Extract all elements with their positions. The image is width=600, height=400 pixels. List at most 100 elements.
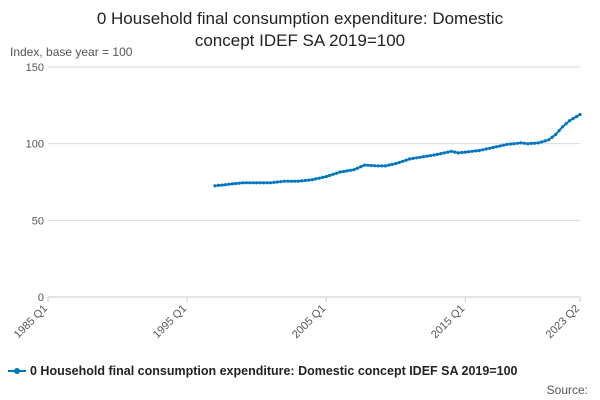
data-point (460, 150, 464, 155)
legend-marker-icon (8, 365, 26, 377)
data-point (303, 178, 307, 183)
data-point (505, 142, 509, 146)
data-point (474, 149, 478, 153)
data-point (467, 150, 471, 154)
data-point (456, 151, 460, 155)
data-point (529, 141, 533, 145)
data-point (335, 171, 339, 175)
data-point (515, 141, 520, 145)
data-point (366, 163, 370, 167)
data-point (435, 152, 439, 156)
data-point (376, 164, 380, 168)
data-point (491, 145, 495, 150)
data-point (237, 181, 241, 185)
x-tick-label: 2005 Q1 (290, 303, 328, 341)
data-point (369, 163, 373, 168)
data-point (328, 173, 332, 178)
y-tick-label: 0 (38, 292, 44, 304)
data-point (279, 180, 283, 184)
data-point (227, 182, 231, 186)
data-point (401, 159, 405, 163)
data-point (415, 156, 419, 160)
data-point (477, 149, 481, 153)
y-axis-ticks: 0 50 100 150 (26, 62, 44, 304)
data-point (568, 119, 572, 123)
data-point (300, 179, 304, 183)
data-point (481, 148, 485, 152)
data-point (554, 132, 558, 137)
data-point (275, 180, 280, 184)
data-point (390, 162, 394, 166)
data-point (536, 141, 540, 145)
data-point (216, 183, 220, 187)
data-point (241, 181, 245, 185)
y-axis-label: Index, base year = 100 (10, 45, 133, 59)
data-point (362, 163, 366, 167)
data-point (449, 149, 453, 153)
chart-title-line-1: 0 Household final consumption expenditur… (96, 9, 504, 28)
data-point (404, 158, 408, 162)
data-point (265, 181, 269, 185)
data-point (317, 176, 321, 180)
gridlines (48, 66, 580, 221)
data-point (432, 153, 436, 157)
data-point (230, 182, 234, 186)
data-point (446, 150, 450, 154)
data-point (442, 151, 446, 155)
x-tick-label: 1995 Q1 (151, 303, 189, 341)
data-point (387, 163, 391, 167)
data-point (547, 138, 551, 142)
data-point (428, 154, 433, 158)
data-point (394, 162, 398, 166)
data-point (310, 178, 314, 182)
data-point (234, 181, 238, 186)
chart-title: 0 Household final consumption expenditur… (0, 8, 600, 52)
legend[interactable]: 0 Household final consumption expenditur… (8, 364, 600, 378)
data-point (321, 175, 325, 179)
data-point (324, 175, 328, 179)
x-tick-label: 2015 Q1 (429, 303, 467, 341)
data-point (352, 168, 356, 172)
data-point (561, 125, 565, 129)
data-point (373, 164, 377, 168)
data-point (244, 181, 248, 185)
data-point (533, 141, 537, 145)
data-point (397, 160, 401, 165)
data-point (213, 184, 217, 188)
data-point (314, 177, 318, 181)
data-point (338, 170, 342, 174)
data-point (512, 142, 516, 146)
series-group (213, 112, 582, 188)
data-point (484, 147, 488, 151)
y-tick-label: 50 (32, 215, 44, 227)
data-point (501, 143, 506, 147)
chart-title-line-2: concept IDEF SA 2019=100 (194, 31, 406, 50)
data-point (251, 181, 255, 185)
data-point (380, 164, 384, 168)
data-point (220, 183, 224, 187)
data-point (255, 181, 259, 185)
data-point (578, 112, 582, 117)
x-tick-label: 2023 Q2 (544, 303, 582, 341)
data-point (498, 144, 502, 148)
data-point (526, 142, 530, 146)
data-point (345, 169, 349, 173)
data-point (307, 178, 311, 182)
data-point (571, 117, 575, 121)
series-line (214, 113, 581, 187)
data-point (564, 122, 568, 126)
data-point (272, 180, 276, 184)
data-point (355, 166, 360, 170)
data-point (519, 141, 523, 145)
x-axis: 1985 Q1 1995 Q1 2005 Q1 2015 Q1 2023 Q2 (12, 296, 582, 341)
data-point (286, 179, 290, 183)
data-point (418, 155, 422, 159)
data-point (282, 179, 286, 183)
data-point (508, 142, 513, 146)
data-point (289, 179, 293, 183)
data-point (293, 179, 297, 183)
data-point (488, 146, 492, 150)
data-point (268, 181, 273, 185)
data-point (248, 181, 252, 185)
